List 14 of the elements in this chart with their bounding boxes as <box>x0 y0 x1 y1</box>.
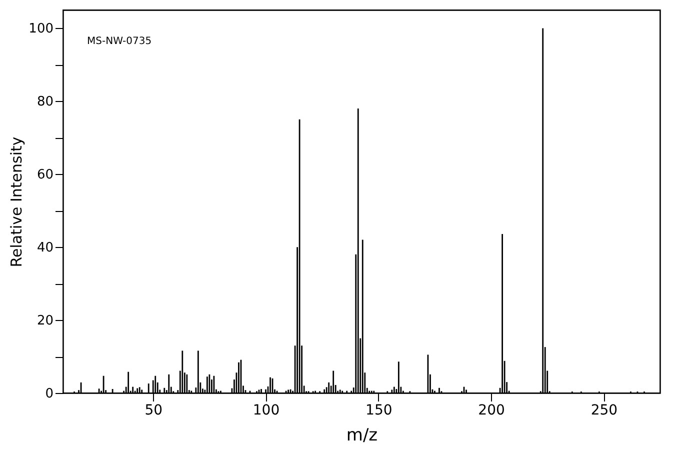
annotation: MS-NW-0735 <box>87 36 152 47</box>
y-axis-title: Relative Intensity <box>8 136 26 268</box>
x-axis-title: m/z <box>346 426 378 446</box>
y-tick-label: 40 <box>36 240 54 256</box>
x-tick-label: 150 <box>366 402 392 418</box>
x-tick-label: 250 <box>590 402 618 418</box>
x-tick-label: 200 <box>478 402 505 418</box>
y-tick-label: 80 <box>36 94 54 110</box>
y-tick-label: 0 <box>45 386 54 402</box>
y-tick-label: 100 <box>28 22 54 37</box>
x-tick-label: 100 <box>252 402 280 418</box>
x-tick-label: 50 <box>144 402 163 418</box>
y-tick-label: 60 <box>36 168 54 183</box>
y-tick-label: 20 <box>36 314 54 329</box>
